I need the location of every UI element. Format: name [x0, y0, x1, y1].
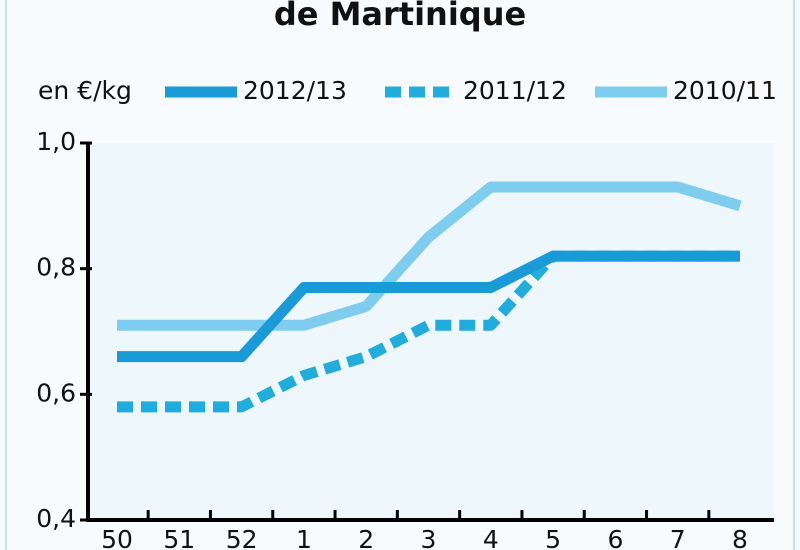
x-tick-label: 6 [607, 525, 623, 550]
y-tick-label: 0,6 [36, 378, 76, 407]
y-tick-label: 1,0 [36, 127, 76, 156]
x-tick-label: 52 [226, 525, 258, 550]
x-tick-label: 5 [545, 525, 561, 550]
x-tick-label: 8 [732, 525, 748, 550]
series-line [117, 250, 740, 363]
x-tick-label: 7 [670, 525, 686, 550]
x-tick-label: 3 [421, 525, 437, 550]
y-tick-label: 0,4 [36, 504, 76, 533]
series-line [117, 181, 742, 331]
legend-label: 2010/11 [673, 76, 777, 105]
plot-area [88, 143, 774, 520]
x-tick-label: 2 [358, 525, 374, 550]
chart-title: de Martinique [274, 0, 526, 33]
x-tick-label: 50 [101, 525, 133, 550]
y-axis-label: en €/kg [38, 76, 132, 105]
y-tick-label: 0,8 [36, 253, 76, 282]
legend-label: 2011/12 [463, 76, 567, 105]
x-tick-label: 4 [483, 525, 499, 550]
x-tick-label: 51 [163, 525, 195, 550]
x-tick-label: 1 [296, 525, 312, 550]
legend-label: 2012/13 [243, 76, 347, 105]
